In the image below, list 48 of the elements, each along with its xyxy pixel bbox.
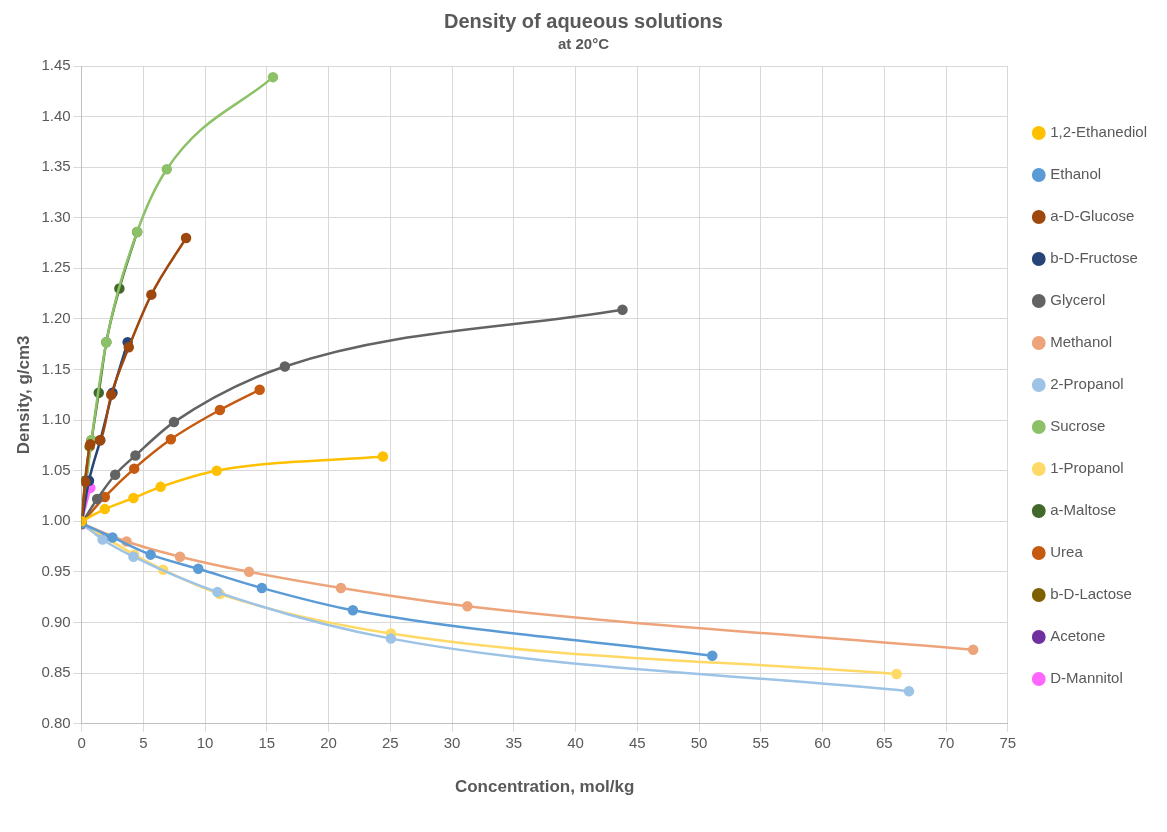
legend-label: a-D-Glucose [1050, 207, 1135, 225]
x-tick-label: 10 [196, 733, 214, 751]
legend-label: Methanol [1050, 333, 1112, 351]
x-tick-label: 50 [690, 733, 708, 751]
x-tick-label: 55 [752, 733, 770, 751]
x-tick-label: 70 [937, 733, 955, 751]
y-tick-label: 1.10 [41, 410, 71, 428]
y-tick-label: 1.15 [41, 359, 71, 377]
y-tick-label: 1.00 [41, 511, 71, 529]
x-tick-label: 75 [999, 733, 1017, 751]
y-tick-label: 0.90 [41, 612, 71, 630]
legend-label: Glycerol [1050, 291, 1106, 309]
x-tick-label: 60 [814, 733, 831, 751]
legend-label: Sucrose [1050, 417, 1106, 435]
x-tick-label: 15 [258, 733, 276, 751]
y-tick-label: 0.85 [41, 663, 71, 681]
y-tick-label: 1.35 [41, 157, 71, 175]
legend-label: Acetone [1050, 627, 1106, 645]
y-tick-label: 0.95 [41, 561, 71, 579]
legend-label: a-Maltose [1050, 501, 1117, 519]
x-tick-label: 65 [875, 733, 893, 751]
x-tick-label: 45 [628, 733, 646, 751]
y-axis-title: Density, g/cm3 [13, 335, 33, 455]
legend-label: b-D-Lactose [1050, 585, 1132, 603]
legend-label: 2-Propanol [1050, 375, 1124, 393]
x-tick-label: 40 [567, 733, 584, 751]
y-tick-label: 1.05 [41, 460, 71, 478]
y-tick-label: 0.80 [41, 713, 71, 731]
y-tick-label: 1.25 [41, 258, 71, 276]
legend-label: Urea [1050, 543, 1084, 561]
legend-label: b-D-Fructose [1050, 249, 1138, 267]
x-tick-label: 25 [381, 733, 399, 751]
y-tick-label: 1.40 [41, 106, 71, 124]
legend-label: Ethanol [1050, 165, 1102, 183]
legend-label: 1,2-Ethanediol [1050, 123, 1148, 141]
legend-label: D-Mannitol [1050, 669, 1123, 687]
x-tick-label: 30 [443, 733, 461, 751]
y-tick-label: 1.20 [41, 309, 71, 327]
x-tick-label: 5 [139, 733, 148, 751]
chart-title: Density of aqueous solutions [444, 9, 723, 32]
legend-label: 1-Propanol [1050, 459, 1124, 477]
y-tick-label: 1.45 [41, 56, 71, 74]
x-axis-title: Concentration, mol/kg [454, 777, 635, 797]
x-tick-label: 20 [320, 733, 337, 751]
y-tick-label: 1.30 [41, 207, 71, 225]
chart-subtitle: at 20°C [557, 35, 610, 53]
x-tick-label: 0 [77, 733, 86, 751]
x-tick-label: 35 [505, 733, 523, 751]
